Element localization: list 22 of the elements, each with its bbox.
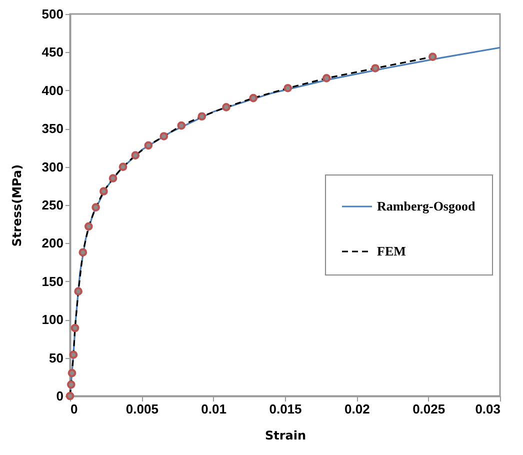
y-tick-label: 350	[42, 121, 64, 136]
x-tick-label: 0	[70, 402, 78, 416]
y-tick-label: 200	[42, 236, 64, 251]
y-tick-label: 50	[49, 350, 64, 366]
x-tick-label: 0.01	[201, 402, 226, 416]
y-tick-label: 400	[42, 82, 64, 98]
legend-label: FEM	[377, 243, 406, 258]
x-tick-label: 0.025	[412, 402, 446, 416]
y-tick-label: 0	[56, 388, 64, 404]
y-tick-label: 500	[42, 6, 64, 22]
x-tick-label: 0.015	[269, 402, 302, 416]
y-tick-label: 300	[42, 159, 64, 174]
y-tick-label: 250	[42, 198, 64, 212]
x-tick-label: 0.02	[344, 402, 370, 416]
x-tick-label: 0.005	[126, 402, 158, 416]
y-tick-label: 100	[42, 312, 64, 328]
legend-label: Ramberg-Osgood	[377, 198, 476, 214]
y-tick-label: 450	[42, 44, 64, 60]
x-axis-title: Strain	[264, 428, 306, 442]
y-tick-label: 150	[42, 274, 64, 289]
x-tick-label: 0.03	[475, 402, 500, 416]
y-axis-title: Stress(MPa)	[10, 164, 24, 247]
